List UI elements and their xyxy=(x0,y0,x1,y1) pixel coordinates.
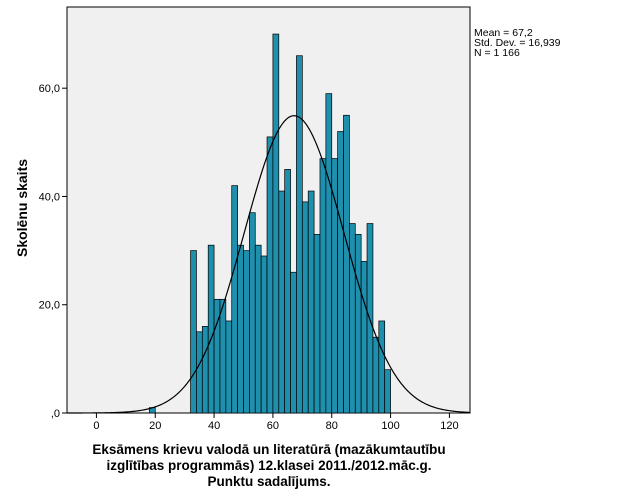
histogram-bar xyxy=(260,255,268,414)
histogram-bar xyxy=(290,271,297,414)
y-tick-label: ,0 xyxy=(51,408,60,420)
histogram-bar xyxy=(272,33,280,414)
y-axis-label: Skolēnu skaits xyxy=(14,159,30,257)
histogram-bar xyxy=(278,190,286,414)
x-axis: 0 20 40 60 80 100 120 xyxy=(93,413,459,432)
histogram-bar xyxy=(372,336,380,414)
histogram-bar xyxy=(266,136,274,414)
y-tick-label: 60,0 xyxy=(39,83,60,95)
x-tick-label: 100 xyxy=(381,420,399,432)
stat-mean: Mean = 67,2 xyxy=(474,27,533,39)
histogram-bar xyxy=(384,369,391,414)
statistics-box: Mean = 67,2 Std. Dev. = 16,939 N = 1 166 xyxy=(474,27,561,59)
histogram-bar xyxy=(354,234,362,414)
histogram-bar xyxy=(301,201,309,414)
histogram-bar xyxy=(343,114,350,414)
x-axis-label-line-3: Punktu sadalījums. xyxy=(207,474,330,489)
x-tick-label: 60 xyxy=(267,420,279,432)
histogram-bar xyxy=(219,298,227,414)
stat-n: N = 1 166 xyxy=(474,47,520,59)
x-axis-label-line-2: izglītības programmās) 12.klasei 2011./2… xyxy=(107,458,432,473)
normal-curve xyxy=(67,115,471,414)
histogram-bar xyxy=(207,244,215,414)
y-tick-label: 40,0 xyxy=(39,191,60,203)
x-tick-label: 80 xyxy=(326,420,338,432)
x-axis-label-line-1: Eksāmens krievu valodā un literatūrā (ma… xyxy=(92,442,445,457)
histogram-bar xyxy=(254,244,262,414)
histogram-bar xyxy=(349,223,356,414)
histogram-bar xyxy=(190,250,197,414)
histogram-bar xyxy=(237,244,244,414)
histogram-bar xyxy=(284,169,291,414)
stat-std-dev: Std. Dev. = 16,939 xyxy=(474,37,561,49)
y-axis: ,0 20,0 40,0 60,0 xyxy=(39,83,67,420)
histogram-bar xyxy=(201,326,209,414)
histogram-bar xyxy=(249,212,256,414)
histogram-bar xyxy=(360,261,368,414)
x-axis-label: Eksāmens krievu valodā un literatūrā (ma… xyxy=(92,442,445,489)
histogram-bar xyxy=(243,250,250,414)
histogram-bar xyxy=(378,320,386,414)
y-tick-label: 20,0 xyxy=(39,300,60,312)
x-tick-label: 0 xyxy=(93,420,99,432)
histogram-bar xyxy=(313,234,321,414)
histogram-bar xyxy=(296,55,303,414)
histogram-bar xyxy=(331,158,338,414)
histogram-bar xyxy=(325,93,333,414)
histogram-bar xyxy=(225,320,233,414)
histogram-bar xyxy=(307,190,315,414)
histogram-bar xyxy=(231,185,238,414)
x-tick-label: 120 xyxy=(440,420,458,432)
x-tick-label: 20 xyxy=(149,420,161,432)
histogram-bar xyxy=(337,131,344,414)
x-tick-label: 40 xyxy=(208,420,220,432)
histogram-bar xyxy=(319,158,327,414)
histogram-bar xyxy=(196,331,203,414)
